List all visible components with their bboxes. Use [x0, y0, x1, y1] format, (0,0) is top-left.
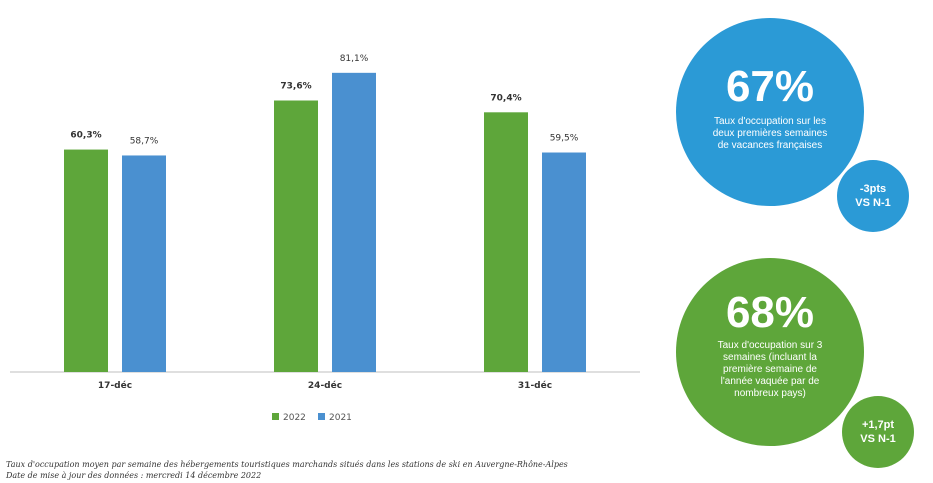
data-label: 73,6% [280, 81, 311, 91]
bar-2021-0 [122, 155, 166, 372]
data-label: 81,1% [340, 54, 369, 64]
occupancy-two-weeks-circle: 67% Taux d'occupation sur les deux premi… [676, 18, 864, 206]
legend-label: 2022 [283, 413, 306, 423]
bar-2022-2 [484, 112, 528, 373]
delta-reference: VS N-1 [855, 197, 891, 209]
update-date-note: Date de mise à jour des données : mercre… [6, 471, 262, 480]
occupancy-three-weeks-percentage: 68% [725, 288, 815, 337]
data-label: 60,3% [70, 131, 101, 141]
x-tick-label: 17-déc [98, 380, 132, 391]
source-note: Taux d'occupation moyen par semaine des … [6, 460, 568, 469]
occupancy-three-weeks-circle: 68% Taux d'occupation sur 3 semaines (in… [676, 258, 864, 446]
bar-2021-1 [332, 72, 376, 372]
x-tick-label: 31-déc [518, 380, 552, 391]
occupancy-three-weeks-description: Taux d'occupation sur 3 semaines (inclua… [717, 340, 823, 399]
data-label: 58,7% [130, 136, 159, 146]
occupancy-two-weeks-description: Taux d'occupation sur les deux premières… [712, 116, 828, 151]
delta-value: -3pts [859, 183, 887, 195]
bar-2022-0 [64, 149, 108, 372]
legend-label: 2021 [329, 413, 352, 423]
bar-chart: 60,3% 58,7% 17-déc 73,6% 81,1% 24-déc 70,4% 59,… [10, 54, 640, 423]
data-label: 59,5% [550, 134, 579, 144]
occupancy-two-weeks-percentage: 67% [725, 62, 815, 111]
bar-2022-1 [274, 100, 318, 373]
delta-reference: VS N-1 [860, 433, 896, 445]
occupancy-two-weeks-delta-badge: -3pts VS N-1 [837, 160, 909, 232]
chart-notes: Taux d'occupation moyen par semaine des … [6, 459, 766, 481]
legend-swatch-2021 [318, 413, 325, 420]
bar-2021-2 [542, 152, 586, 372]
x-tick-label: 24-déc [308, 380, 342, 391]
legend-swatch-2022 [272, 413, 279, 420]
occupancy-three-weeks-delta-badge: +1,7pt VS N-1 [842, 396, 914, 468]
delta-value: +1,7pt [861, 419, 895, 431]
data-label: 70,4% [490, 93, 521, 103]
